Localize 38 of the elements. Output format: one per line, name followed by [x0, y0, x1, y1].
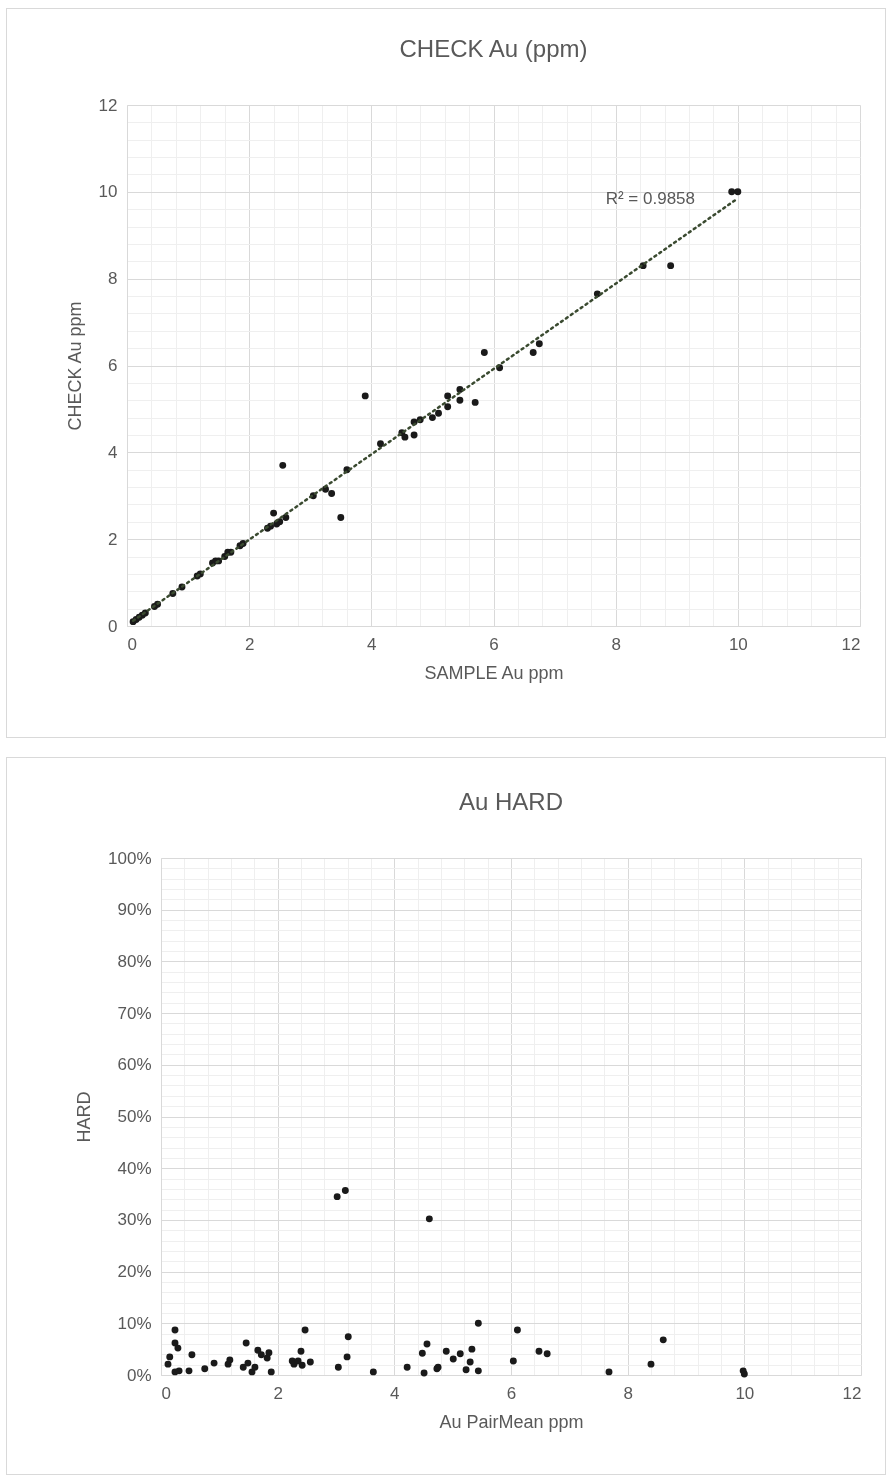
y-tick-label: 4	[108, 442, 118, 462]
y-tick-label: 90%	[117, 900, 152, 920]
y-tick-label: 0%	[126, 1365, 152, 1385]
y-tick-label: 0	[108, 616, 118, 636]
x-tick-label: 0	[161, 1383, 171, 1403]
y-tick-label: 80%	[117, 951, 152, 971]
x-tick-label: 6	[506, 1383, 517, 1403]
y-tick-label: 40%	[117, 1158, 152, 1178]
y-tick-label: 8	[108, 269, 118, 289]
y-tick-label: 12	[98, 95, 118, 115]
x-tick-label: 8	[611, 634, 621, 654]
y-tick-label: 2	[108, 529, 118, 549]
x-tick-label: 4	[367, 634, 377, 654]
y-tick-label: 30%	[117, 1210, 152, 1230]
chart-title: CHECK Au (ppm)	[399, 35, 588, 62]
y-tick-label: 20%	[117, 1262, 152, 1282]
x-tick-label: 10	[728, 634, 748, 654]
x-axis-title: Au PairMean ppm	[439, 1411, 584, 1432]
x-tick-label: 6	[489, 634, 499, 654]
x-tick-label: 8	[623, 1383, 633, 1403]
x-tick-label: 4	[390, 1383, 400, 1403]
y-tick-label: 6	[108, 356, 118, 375]
y-tick-label: 50%	[117, 1107, 152, 1126]
x-tick-label: 12	[841, 634, 861, 654]
y-tick-label: 60%	[117, 1055, 152, 1075]
x-tick-label: 2	[244, 634, 255, 654]
y-axis-title: CHECK Au ppm	[64, 301, 85, 431]
x-axis-title: SAMPLE Au ppm	[424, 662, 564, 683]
y-tick-label: 70%	[117, 1003, 152, 1023]
x-tick-label: 12	[842, 1383, 862, 1403]
x-tick-label: 2	[273, 1383, 283, 1403]
y-axis-title: HARD	[74, 1091, 95, 1143]
y-tick-label: 100%	[108, 848, 152, 868]
y-tick-label: 10	[98, 182, 118, 202]
annotation: R² = 0.9858	[605, 188, 696, 208]
y-tick-label: 10%	[117, 1313, 152, 1333]
x-tick-label: 10	[735, 1383, 755, 1403]
chart-title: Au HARD	[458, 788, 564, 815]
